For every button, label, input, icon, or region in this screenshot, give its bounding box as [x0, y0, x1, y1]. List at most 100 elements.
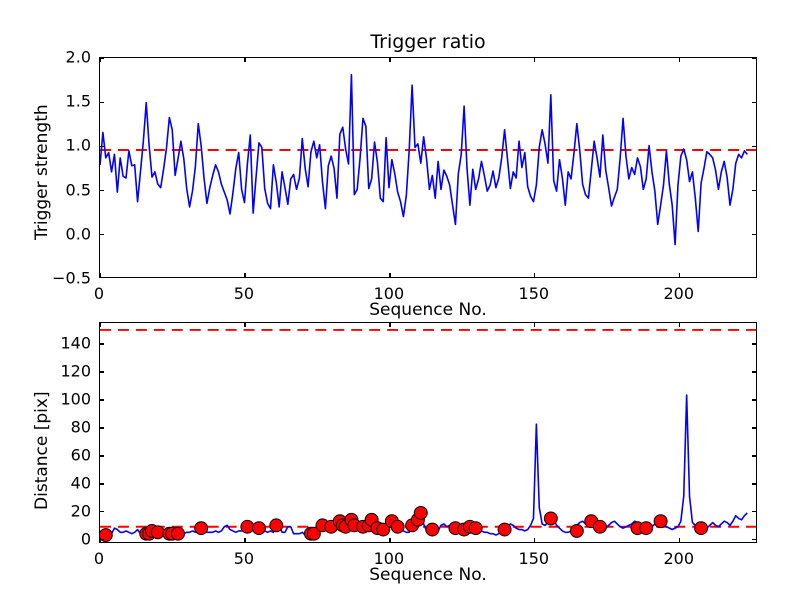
y-tick-label: 80 [70, 417, 91, 437]
y-axis-label-top: Trigger strength [32, 104, 52, 240]
x-tick-label: 100 [373, 549, 405, 568]
x-tick-label: 200 [663, 549, 695, 568]
y-tick-label: −0.5 [52, 268, 91, 288]
x-tick-mark [389, 323, 391, 327]
data-marker [592, 519, 607, 534]
x-tick-mark [679, 273, 681, 277]
y-tick-mark [752, 483, 756, 485]
x-tick-label: 200 [663, 284, 695, 303]
x-tick-label: 0 [93, 549, 105, 568]
x-tick-mark [389, 538, 391, 542]
trigger-strength-plot-area [99, 57, 757, 278]
data-marker [390, 519, 405, 534]
x-axis-label-top: Sequence No. [369, 300, 487, 320]
y-tick-mark [752, 399, 756, 401]
x-tick-mark [244, 323, 246, 327]
data-marker [425, 522, 440, 537]
y-tick-mark [100, 399, 104, 401]
x-tick-mark [679, 538, 681, 542]
x-tick-mark [534, 323, 536, 327]
figure-title: Trigger ratio [370, 31, 486, 53]
y-tick-mark [752, 234, 756, 236]
x-tick-label: 150 [518, 549, 550, 568]
y-tick-mark [100, 371, 104, 373]
data-marker [468, 521, 483, 536]
x-tick-mark [244, 273, 246, 277]
y-tick-mark [752, 101, 756, 103]
y-tick-mark [100, 101, 104, 103]
x-tick-mark [100, 323, 101, 327]
y-tick-mark [100, 427, 104, 429]
x-tick-label: 50 [233, 284, 255, 303]
data-marker [569, 523, 584, 538]
x-tick-mark [100, 58, 101, 62]
x-tick-mark [244, 58, 246, 62]
y-tick-label: 60 [70, 445, 91, 465]
y-tick-label: 0.0 [65, 224, 91, 244]
y-tick-mark [100, 58, 104, 59]
x-tick-mark [534, 273, 536, 277]
data-marker [171, 526, 186, 541]
data-marker [306, 526, 321, 541]
y-tick-label: 1.0 [65, 135, 91, 155]
y-tick-label: 2.0 [65, 47, 91, 67]
data-marker [194, 521, 209, 536]
x-tick-mark [534, 58, 536, 62]
y-tick-label: 100 [60, 389, 91, 409]
data-marker [269, 518, 284, 533]
y-tick-mark [100, 343, 104, 345]
y-tick-mark [100, 539, 104, 541]
y-tick-label: 1.5 [65, 91, 91, 111]
y-tick-mark [100, 145, 104, 148]
data-marker [653, 514, 668, 529]
data-marker [150, 525, 165, 540]
data-marker [497, 522, 512, 537]
y-tick-mark [100, 234, 104, 236]
distance-plot-area [99, 322, 757, 543]
x-tick-mark [244, 538, 246, 542]
data-marker [639, 521, 654, 536]
data-marker [100, 528, 113, 542]
y-tick-label: 140 [60, 333, 91, 353]
data-marker [413, 505, 428, 520]
trigger-strength-canvas [100, 73, 756, 246]
x-tick-mark [679, 58, 681, 62]
data-line [100, 73, 748, 246]
x-tick-mark [100, 273, 101, 277]
x-tick-mark [679, 323, 681, 327]
x-tick-label: 100 [373, 284, 405, 303]
y-tick-label: 0.5 [65, 180, 91, 200]
y-tick-label: 20 [70, 501, 91, 521]
x-tick-label: 50 [233, 549, 255, 568]
y-tick-mark [752, 58, 756, 59]
y-tick-mark [752, 427, 756, 429]
y-tick-mark [100, 455, 104, 457]
y-tick-label: 40 [70, 473, 91, 493]
y-tick-mark [100, 483, 104, 485]
y-tick-mark [752, 189, 756, 192]
data-marker [694, 521, 709, 536]
y-tick-label: 0 [80, 529, 91, 549]
y-tick-mark [752, 371, 756, 373]
y-tick-mark [752, 343, 756, 345]
data-marker [543, 511, 558, 526]
x-tick-mark [389, 58, 391, 62]
y-tick-mark [752, 511, 756, 513]
y-tick-mark [752, 455, 756, 457]
y-tick-mark [752, 539, 756, 541]
distance-canvas [100, 328, 756, 542]
x-tick-mark [100, 538, 101, 542]
data-marker [240, 519, 255, 534]
data-marker [376, 522, 391, 537]
y-tick-label: 120 [60, 361, 91, 381]
y-tick-mark [752, 145, 756, 148]
x-tick-mark [389, 273, 391, 277]
data-marker [251, 521, 266, 536]
x-tick-label: 150 [518, 284, 550, 303]
y-tick-mark [100, 511, 104, 513]
x-tick-label: 0 [93, 284, 105, 303]
y-tick-mark [100, 189, 104, 192]
x-axis-label-bottom: Sequence No. [369, 565, 487, 585]
x-tick-mark [534, 538, 536, 542]
